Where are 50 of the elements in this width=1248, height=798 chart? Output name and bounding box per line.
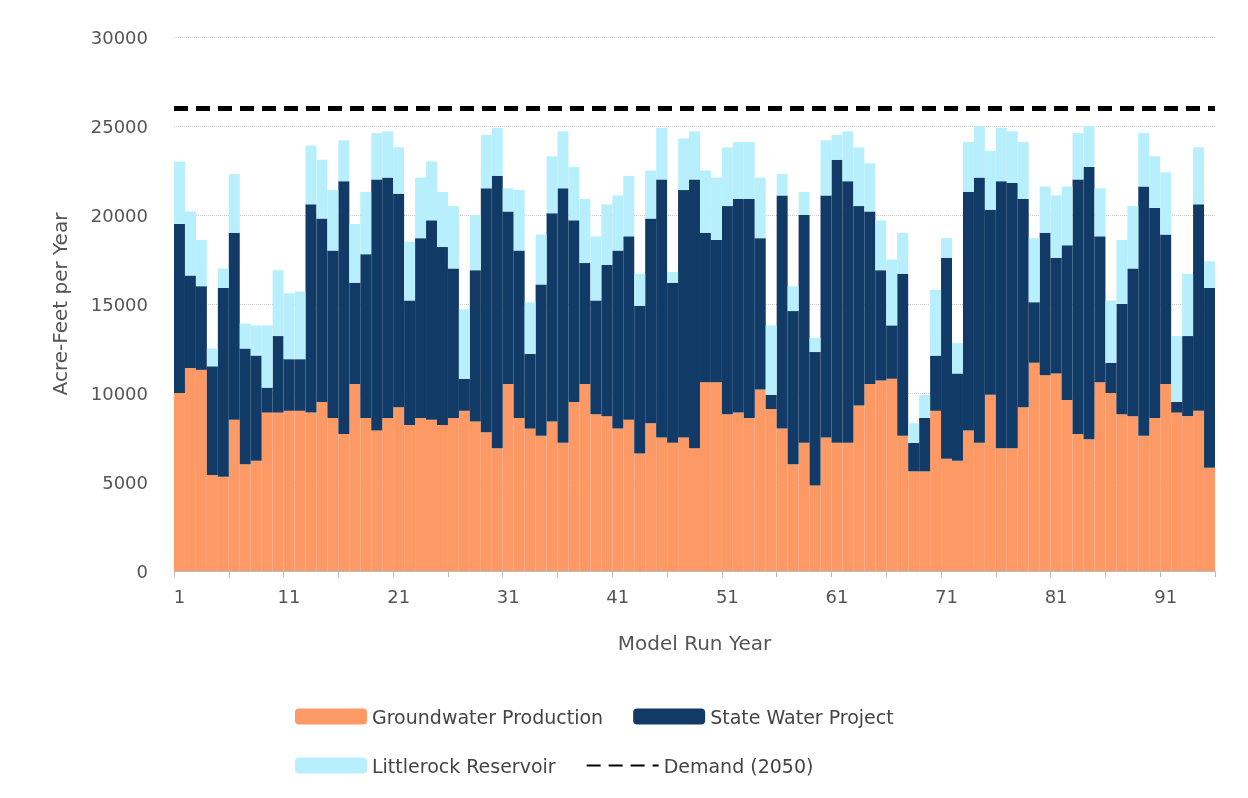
bar bbox=[1028, 238, 1040, 303]
bar bbox=[1204, 261, 1215, 288]
bar bbox=[535, 234, 547, 285]
y-tick-label: 15000 bbox=[90, 293, 148, 315]
bar bbox=[765, 325, 777, 395]
y-tick-label: 5000 bbox=[102, 471, 148, 493]
bar bbox=[1094, 188, 1106, 237]
x-tick-label: 1 bbox=[173, 585, 186, 607]
legend-label: Littlerock Reservoir bbox=[372, 754, 556, 777]
bar bbox=[524, 302, 536, 354]
y-tick-label: 0 bbox=[136, 560, 148, 582]
bar bbox=[798, 191, 810, 215]
bar bbox=[404, 241, 416, 301]
x-tick-label: 81 bbox=[1044, 585, 1068, 607]
bar bbox=[919, 394, 931, 418]
bar bbox=[458, 309, 470, 379]
y-tick-label: 30000 bbox=[90, 26, 148, 48]
y-axis-title: Acre-Feet per Year bbox=[48, 211, 72, 396]
bar bbox=[206, 348, 218, 367]
bar bbox=[228, 174, 240, 233]
x-tick-label: 51 bbox=[715, 585, 739, 607]
legend-label: State Water Project bbox=[710, 705, 894, 728]
x-tick-label: 61 bbox=[825, 585, 849, 607]
x-tick-label: 31 bbox=[496, 585, 520, 607]
bar bbox=[930, 289, 942, 356]
bar bbox=[908, 423, 920, 443]
bar bbox=[952, 343, 963, 374]
x-tick-label: 21 bbox=[387, 585, 411, 607]
bar bbox=[469, 215, 481, 271]
bar bbox=[667, 271, 679, 283]
bar bbox=[338, 140, 350, 182]
x-tick-label: 41 bbox=[606, 585, 630, 607]
y-tick-label: 20000 bbox=[90, 204, 148, 226]
bar bbox=[809, 337, 821, 353]
x-tick-label: 91 bbox=[1154, 585, 1178, 607]
bar bbox=[1193, 147, 1205, 205]
bar bbox=[776, 174, 788, 196]
y-tick-label: 25000 bbox=[90, 115, 148, 137]
bar bbox=[217, 268, 229, 288]
bar bbox=[1171, 336, 1183, 402]
bar bbox=[1182, 273, 1194, 337]
x-tick-label: 11 bbox=[277, 585, 301, 607]
bar bbox=[941, 238, 953, 258]
bar bbox=[787, 286, 799, 312]
x-tick-label: 71 bbox=[935, 585, 958, 607]
bar bbox=[634, 273, 646, 306]
y-tick-label: 10000 bbox=[90, 382, 148, 404]
legend-label: Demand (2050) bbox=[663, 754, 814, 777]
legend-label: Groundwater Production bbox=[372, 705, 604, 728]
x-axis-title: Model Run Year bbox=[617, 631, 772, 655]
